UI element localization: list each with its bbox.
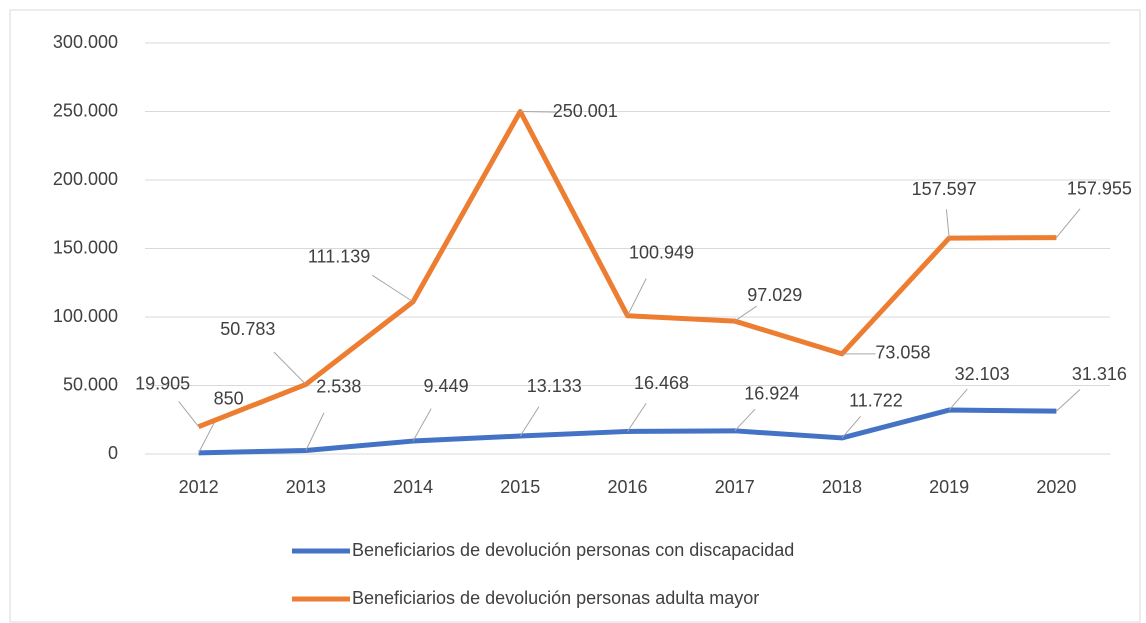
leader-line [734,408,756,432]
y-tick-label: 300.000 [53,32,118,52]
x-tick-label: 2014 [393,477,433,497]
data-label: 100.949 [629,242,694,262]
leader-line [372,274,414,303]
data-label: 16.924 [744,384,799,404]
data-label: 50.783 [220,319,275,339]
y-tick-label: 0 [108,443,118,463]
leader-line [412,408,432,442]
data-label: 2.538 [316,376,361,396]
y-tick-label: 250.000 [53,100,118,120]
data-label: 19.905 [135,373,190,393]
leader-line [178,401,200,428]
leader-line [627,402,647,432]
leader-line [519,406,540,437]
data-label: 13.133 [527,376,582,396]
x-tick-label: 2015 [500,477,540,497]
leader-line [1056,208,1081,238]
data-label: 97.029 [747,285,802,305]
legend-label: Beneficiarios de devolución personas adu… [352,588,759,608]
data-label: 73.058 [875,343,930,363]
y-tick-label: 50.000 [63,374,118,394]
data-label: 250.001 [553,101,618,121]
leader-line [305,412,325,451]
data-label: 111.139 [308,246,370,266]
leader-line [734,305,758,322]
y-tick-label: 100.000 [53,306,118,326]
data-label: 11.722 [849,391,903,411]
leader-line [627,278,647,316]
line-series [198,407,1057,456]
data-label: 9.449 [424,376,469,396]
leader-line [273,351,307,385]
leader-line [841,416,862,439]
y-tick-label: 150.000 [53,237,118,257]
legend-label: Beneficiarios de devolución personas con… [352,540,794,560]
leader-line [948,388,968,411]
x-tick-label: 2012 [179,477,219,497]
x-tick-label: 2018 [822,477,862,497]
leader-line [198,420,216,454]
data-label: 157.597 [912,179,977,199]
data-label: 31.316 [1072,364,1127,384]
x-tick-label: 2020 [1036,477,1076,497]
x-tick-label: 2013 [286,477,326,497]
line-series [197,108,1057,430]
data-label: 16.468 [634,373,689,393]
data-label: 157.955 [1067,178,1132,198]
x-tick-label: 2016 [607,477,647,497]
data-label: 32.103 [955,364,1010,384]
x-tick-label: 2019 [929,477,969,497]
x-tick-label: 2017 [715,477,755,497]
data-label: 850 [214,389,244,409]
leader-line [520,110,557,113]
leader-line [1056,389,1081,412]
y-tick-label: 200.000 [53,169,118,189]
leader-line [945,209,950,239]
